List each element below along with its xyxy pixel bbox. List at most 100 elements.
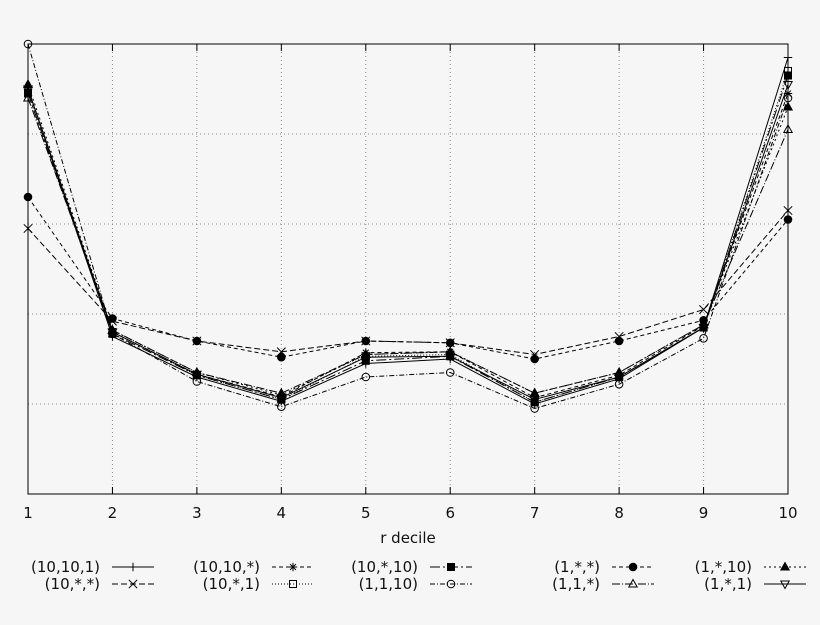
data-point: [614, 373, 625, 383]
series-6: [23, 205, 793, 360]
data-point: [23, 192, 33, 202]
data-point: [614, 336, 624, 346]
data-point: [783, 205, 793, 216]
legend-label: (10,*,10): [351, 558, 418, 576]
data-point: [529, 396, 540, 406]
data-point: [530, 349, 540, 360]
x-tick-label: 8: [614, 504, 624, 522]
legend-swatch-marker: [289, 580, 297, 588]
x-tick-label: 1: [23, 504, 33, 522]
data-point: [698, 324, 709, 334]
data-point: [361, 372, 371, 382]
series-line: [27, 196, 789, 360]
x-tick-label: 9: [699, 504, 709, 522]
data-point: [783, 89, 793, 98]
data-point: [360, 353, 371, 363]
legend-item: (10,10,1): [31, 558, 154, 576]
legend-item: (10,*,*): [45, 575, 154, 593]
legend-label: (1,*,1): [704, 575, 752, 593]
data-point: [782, 81, 794, 91]
grid: [28, 44, 788, 494]
legend-item: (1,*,10): [695, 558, 806, 576]
x-tick-label: 3: [192, 504, 202, 522]
legend-label: (1,1,10): [359, 575, 418, 593]
data-point: [782, 123, 794, 133]
legend-item: (1,*,*): [554, 558, 654, 576]
data-point: [783, 93, 793, 103]
series-line: [27, 210, 789, 356]
legend-swatch-marker: [128, 579, 138, 589]
data-point: [530, 354, 539, 364]
legend-item: (10,*,1): [203, 575, 314, 593]
data-point: [784, 67, 792, 75]
data-point: [784, 71, 792, 80]
data-point: [277, 352, 286, 362]
series-1: [23, 53, 793, 409]
legend-item: (10,10,*): [193, 558, 314, 576]
x-tick-label: 7: [530, 504, 540, 522]
legend-label: (10,10,1): [31, 558, 100, 576]
data-point: [192, 377, 202, 386]
series-line: [27, 43, 789, 410]
x-tick-label: 10: [778, 504, 797, 522]
legend-label: (1,*,10): [695, 558, 752, 576]
data-point: [192, 336, 202, 346]
legend-label: (10,*,1): [203, 575, 260, 593]
series-5: [22, 78, 794, 399]
series-line: [27, 84, 789, 396]
series-line: [27, 97, 789, 394]
data-point: [445, 346, 456, 356]
x-axis: 1 2 3 4 5 6 7 8 9 10: [23, 44, 798, 522]
x-tick-label: 5: [361, 504, 371, 522]
data-point: [276, 387, 287, 397]
data-point: [276, 347, 286, 357]
legend-swatch-marker: [779, 561, 791, 571]
data-point: [614, 366, 625, 376]
legend-item: (1,1,10): [359, 575, 472, 593]
series-3: [24, 71, 792, 407]
legend-item: (1,*,1): [704, 575, 806, 593]
legend-label: (10,*,*): [45, 575, 100, 593]
data-point: [361, 336, 371, 346]
data-point: [782, 101, 794, 111]
data-point: [783, 53, 793, 62]
data-point: [530, 398, 539, 407]
x-axis-label: r decile: [380, 529, 436, 547]
legend-swatch-marker: [779, 580, 791, 590]
legend-item: (1,1,*): [552, 575, 654, 593]
legend: (10,10,1) (10,10,*) (10,*,10) (1,*,*) (1,*,1…: [31, 558, 806, 593]
x-tick-label: 6: [445, 504, 455, 522]
data-point: [783, 215, 793, 224]
legend-label: (1,1,*): [552, 575, 600, 593]
legend-swatch-marker: [628, 562, 638, 572]
series-line: [27, 57, 789, 405]
data-point: [22, 85, 34, 95]
data-point: [107, 328, 118, 338]
data-point: [276, 394, 287, 404]
legend-label: (1,*,*): [554, 558, 600, 576]
data-point: [191, 370, 202, 380]
data-point: [445, 338, 455, 348]
legend-swatch-marker: [288, 562, 298, 572]
legend-swatch-marker: [447, 563, 455, 571]
data-point: [445, 352, 456, 362]
series-group: [22, 39, 794, 413]
series-10: [22, 81, 794, 406]
legend-swatch-marker: [627, 578, 639, 588]
plot-frame: [27, 43, 789, 495]
series-9: [22, 92, 794, 397]
series-line: [27, 84, 789, 401]
series-line: [27, 88, 789, 399]
series-7: [24, 67, 792, 407]
series-2: [23, 84, 793, 402]
data-point: [614, 331, 624, 342]
data-point: [530, 393, 539, 402]
x-tick-label: 2: [108, 504, 118, 522]
data-point: [445, 368, 455, 377]
data-point: [23, 39, 33, 49]
legend-label: (10,10,*): [193, 558, 260, 576]
data-point: [699, 304, 709, 315]
data-point: [699, 334, 708, 343]
legend-swatch-marker: [128, 562, 138, 572]
